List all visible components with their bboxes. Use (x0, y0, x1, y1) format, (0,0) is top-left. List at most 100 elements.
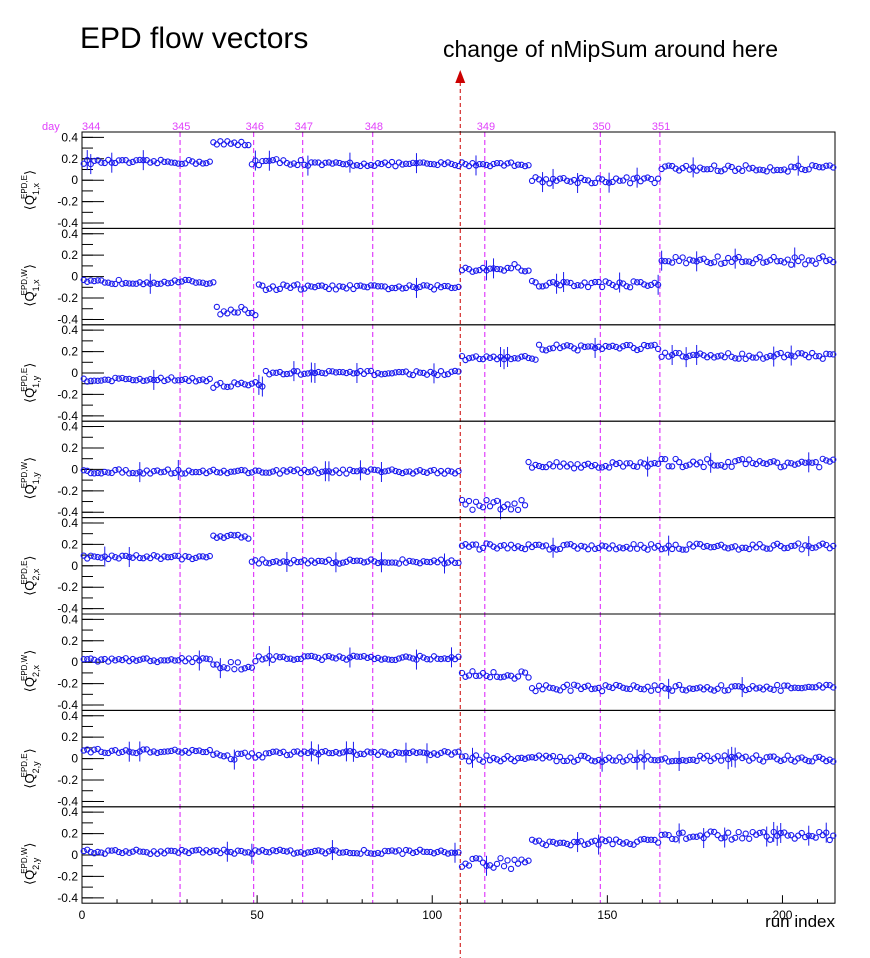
data-point (654, 839, 662, 846)
data-point (725, 162, 732, 169)
data-point (304, 849, 312, 856)
data-point (528, 464, 536, 471)
data-point (255, 281, 263, 288)
data-point (654, 281, 662, 288)
data-point (518, 497, 525, 504)
data-point (574, 347, 581, 354)
data-point (528, 277, 536, 285)
data-point (777, 687, 784, 694)
data-point (80, 467, 87, 474)
data-point (633, 174, 641, 181)
data-point (816, 254, 823, 262)
data-point (311, 284, 319, 291)
data-point (171, 552, 178, 559)
data-point (430, 286, 438, 293)
data-point (392, 559, 399, 566)
data-point (388, 847, 396, 854)
data-point (367, 850, 375, 857)
data-point (661, 349, 669, 356)
data-point (311, 466, 319, 473)
data-point (683, 835, 690, 842)
data-point (367, 161, 375, 169)
data-point (294, 368, 301, 375)
data-point (108, 159, 115, 166)
data-point (311, 847, 319, 855)
data-point (651, 836, 658, 844)
data-point (479, 859, 487, 866)
data-point (823, 257, 830, 265)
data-point (147, 749, 154, 756)
data-point (675, 458, 683, 466)
data-point (511, 260, 518, 268)
data-point (381, 370, 389, 378)
data-point (644, 282, 651, 289)
data-point (140, 746, 147, 753)
data-point (742, 355, 749, 363)
data-point (434, 751, 441, 758)
data-point (196, 468, 203, 476)
data-point (150, 279, 157, 286)
y-tick-label: 0 (71, 462, 78, 476)
data-point (392, 467, 399, 475)
data-point (231, 532, 238, 539)
data-point (385, 847, 392, 855)
data-point (234, 467, 242, 474)
data-point (406, 282, 413, 289)
y-tick-label: -0.4 (57, 312, 78, 326)
data-point (602, 342, 609, 350)
data-point (402, 468, 410, 475)
data-point (437, 284, 445, 291)
data-point (595, 278, 602, 286)
data-point (658, 353, 665, 360)
data-point (788, 261, 795, 268)
data-point (581, 461, 588, 469)
data-point (392, 848, 399, 855)
data-point (826, 351, 833, 358)
data-point (525, 857, 532, 864)
data-point (227, 383, 234, 390)
data-point (567, 687, 574, 694)
panel-y-label: ⟨Q2,yEPD,W⟩ (20, 842, 41, 885)
y-tick-label: -0.4 (57, 505, 78, 519)
data-point (819, 355, 826, 362)
data-point (168, 847, 175, 854)
data-point (140, 377, 147, 384)
data-point (490, 754, 497, 762)
data-point (665, 542, 672, 549)
data-point (406, 654, 413, 661)
data-point (416, 369, 424, 376)
data-point (532, 541, 539, 549)
data-point (521, 859, 529, 866)
data-point (633, 346, 641, 354)
data-point (91, 277, 98, 285)
data-point (353, 751, 361, 758)
data-point (535, 682, 543, 689)
data-point (133, 280, 140, 287)
data-point (213, 661, 220, 668)
data-point (126, 470, 133, 477)
data-point (570, 465, 578, 472)
data-point (87, 160, 94, 168)
data-point (518, 544, 525, 552)
data-point (238, 750, 245, 757)
data-point (472, 752, 480, 759)
data-point (255, 467, 263, 474)
data-point (683, 462, 690, 469)
data-point (290, 282, 298, 289)
data-point (654, 542, 662, 550)
data-point (364, 654, 371, 662)
data-point (315, 282, 322, 289)
data-point (714, 462, 721, 469)
data-point (591, 685, 599, 692)
data-point (462, 753, 469, 760)
data-point (175, 466, 182, 474)
data-point (756, 829, 763, 837)
data-point (280, 847, 287, 855)
data-point (549, 838, 557, 846)
data-point (388, 656, 396, 664)
data-point (147, 159, 154, 166)
data-point (798, 685, 805, 692)
data-point (273, 848, 280, 855)
data-point (87, 848, 94, 856)
x-axis-label: run index (765, 912, 835, 931)
